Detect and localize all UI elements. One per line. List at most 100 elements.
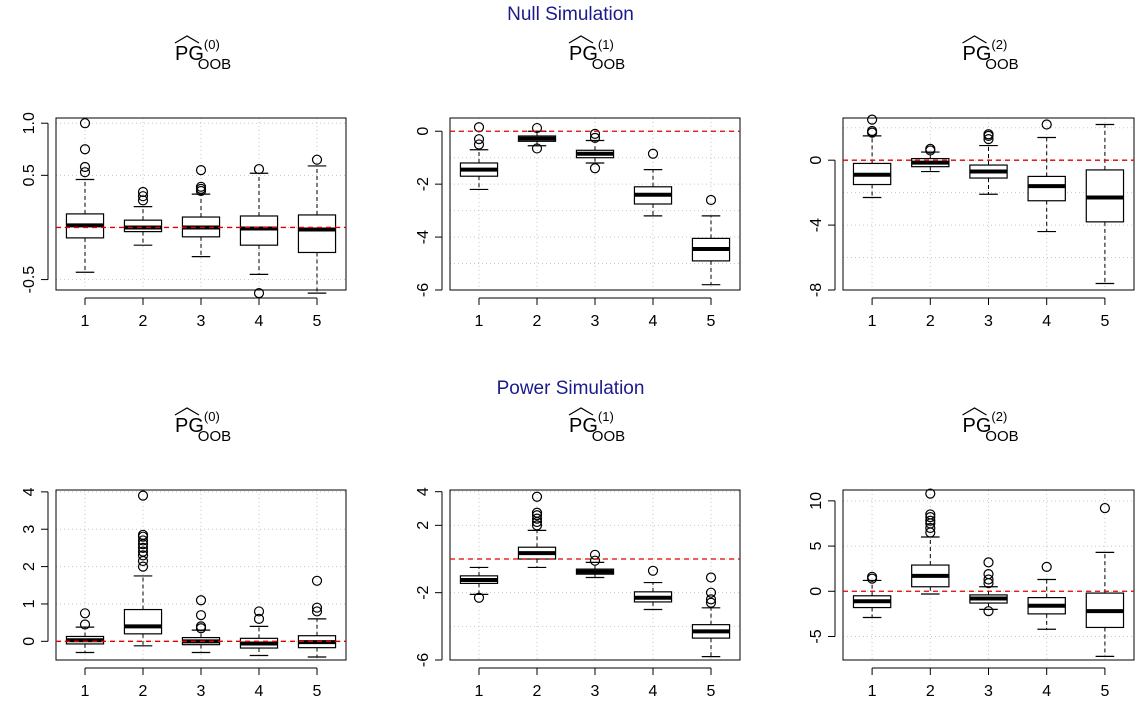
y-tick-label: -4 [808,218,825,232]
outlier-point [983,606,994,617]
outlier-point [195,595,207,606]
plot-frame [55,117,347,291]
outlier-point [925,522,936,534]
panel-title: PG(2) OOB [963,37,1019,73]
plot-frame [449,489,741,661]
y-tick-label: 0 [21,637,38,646]
x-tick-label: 2 [139,683,148,700]
x-tick-label: 1 [475,683,484,700]
outlier-point [983,568,994,580]
panel-title: PG(1) OOB [569,409,625,445]
panel-title-base: PG [175,43,204,65]
outlier-point [195,621,207,632]
outlier-point [925,509,936,520]
panel-title: PG(0) OOB [175,37,231,73]
x-tick-label: 4 [255,313,264,330]
x-tick-label: 4 [649,313,658,330]
outlier-point [137,529,149,540]
outlier-point [195,165,207,176]
panel-title-subscript: OOB [985,428,1018,445]
x-tick-label: 4 [1042,313,1051,330]
outlier-point [531,122,543,134]
outlier-point [531,520,543,531]
outlier-point [983,133,994,145]
outlier-point [866,114,878,125]
panel-title-subscript: OOB [592,56,625,73]
outlier-point [137,195,149,206]
outlier-point [79,167,91,178]
x-tick-label: 3 [591,313,600,330]
outlier-point [311,602,323,613]
outlier-point [79,118,91,129]
panel-title-superscript: (1) [598,409,614,424]
x-tick-label: 3 [984,683,993,700]
boxplot-panel: 1 2 3 4 5 0 -4 -8 PG(2) OOB [808,35,1135,330]
panel-title-base: PG [963,43,992,65]
y-tick-label: 10 [808,492,825,510]
x-tick-label: 4 [255,683,264,700]
outlier-point [531,510,543,521]
y-tick-label: 4 [21,487,38,496]
y-tick-label: 0 [808,156,825,165]
boxplot-panel: 1 2 3 4 5 1.0 0.5 -0.5 PG(0) OOB [21,35,347,330]
power-simulation-title: Power Simulation [496,378,645,399]
y-tick-label: 2 [415,521,432,530]
outlier-point [1099,502,1111,514]
x-tick-label: 1 [868,683,877,700]
title-hat [568,407,594,416]
outlier-point [253,606,265,617]
y-tick-label: 1 [21,599,38,608]
y-tick-label: 0 [415,127,432,136]
x-tick-label: 4 [1042,683,1051,700]
outlier-point [195,610,207,621]
outlier-point [311,154,323,165]
outlier-point [647,565,659,576]
outlier-point [705,194,717,206]
y-tick-label: -4 [415,230,432,244]
y-tick-label: 4 [415,487,432,496]
panel-title-subscript: OOB [985,56,1018,73]
x-tick-label: 2 [139,313,148,330]
x-tick-label: 5 [707,683,716,700]
box-iqr [297,214,337,254]
panel-title-superscript: (2) [991,37,1007,52]
outlier-point [1041,119,1052,130]
outlier-point [925,488,936,499]
x-tick-label: 3 [591,683,600,700]
panel-title-superscript: (2) [991,409,1007,424]
title-hat [174,407,200,416]
y-tick-label: -6 [415,283,432,297]
y-tick-label: -2 [415,585,432,599]
outlier-point [473,139,485,150]
outlier-point [647,148,659,159]
outlier-point [79,144,91,155]
title-hat [568,35,594,44]
plot-frame [842,489,1135,661]
outlier-point [983,129,994,140]
outlier-point [705,572,717,583]
outlier-point [473,134,485,145]
panel-title: PG(0) OOB [175,409,231,445]
box-iqr [239,215,279,246]
outlier-point [705,587,717,598]
y-tick-label: -8 [808,283,825,297]
title-hat [174,35,200,44]
x-tick-label: 5 [1100,313,1109,330]
box-iqr [1027,175,1066,202]
x-tick-label: 5 [707,313,716,330]
panel-title-superscript: (0) [204,37,220,52]
outlier-point [589,163,601,174]
x-tick-label: 2 [533,313,542,330]
outlier-point [253,613,265,625]
outlier-point [705,594,717,605]
outlier-point [531,491,543,502]
title-hat [962,35,987,44]
title-hat [962,407,987,416]
y-tick-label: -5 [808,629,825,643]
outlier-point [195,181,207,192]
x-tick-label: 1 [81,313,90,330]
panel-title-subscript: OOB [198,428,231,445]
outlier-point [137,550,149,561]
y-tick-label: 1.0 [21,112,38,134]
